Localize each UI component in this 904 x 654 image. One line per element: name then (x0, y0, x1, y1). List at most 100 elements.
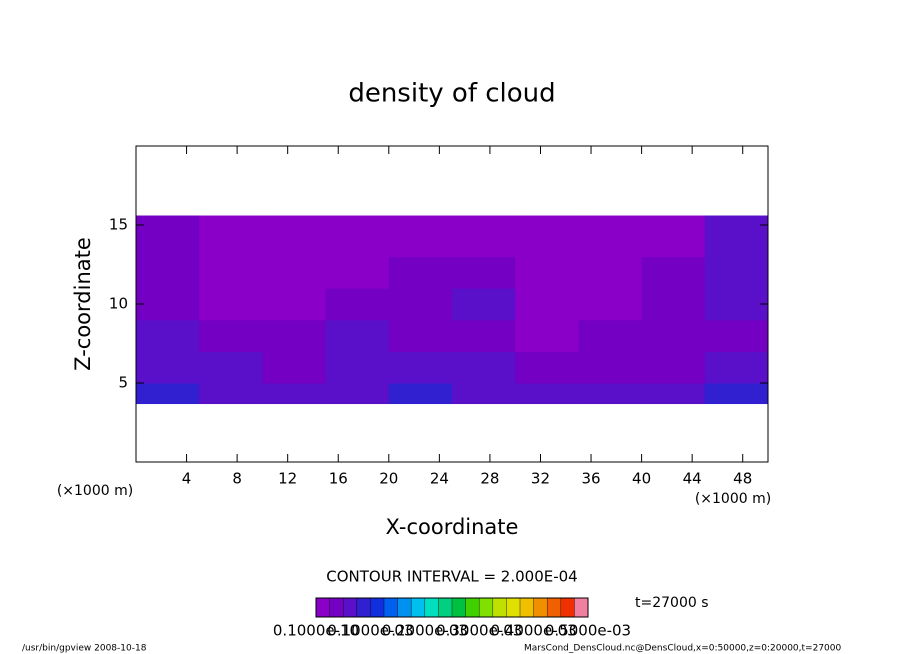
colorbar-cell (479, 598, 494, 617)
field-cell (641, 351, 706, 384)
field-cell (388, 319, 453, 352)
field-cell (199, 215, 263, 258)
field-cell (136, 351, 200, 384)
field-cell (578, 256, 643, 289)
x-tick-label: 44 (683, 470, 702, 488)
field-cell (388, 351, 453, 384)
field-cell (262, 351, 327, 384)
colorbar-cell (560, 598, 575, 617)
colorbar-cell (370, 598, 385, 617)
field-cell (136, 215, 200, 258)
chart-title: density of cloud (348, 79, 555, 109)
colorbar-cell (574, 598, 589, 617)
field-cell (515, 288, 579, 321)
x-tick-label: 16 (329, 470, 348, 488)
field-cell (325, 319, 390, 352)
field-cell (578, 383, 643, 405)
field-cell (262, 383, 327, 405)
field-cell (136, 256, 200, 289)
field-cell (452, 383, 516, 405)
x-tick-label: 24 (430, 470, 449, 488)
x-tick-label: 20 (379, 470, 398, 488)
field-cell (641, 319, 706, 352)
field-cell (262, 256, 327, 289)
field-cell (452, 288, 516, 321)
colorbar-cell (411, 598, 426, 617)
x-tick-label: 36 (581, 470, 600, 488)
field-cell (641, 215, 706, 258)
field-cell (325, 256, 390, 289)
field-cell (641, 383, 706, 405)
x-tick-label: 48 (733, 470, 752, 488)
x-axis-label: X-coordinate (386, 515, 519, 539)
field-cell (388, 215, 453, 258)
field-cell (515, 256, 579, 289)
colorbar-cell (329, 598, 344, 617)
colorbar-cell (547, 598, 562, 617)
contour-interval: CONTOUR INTERVAL = 2.000E-04 (326, 568, 577, 586)
field-cell (262, 288, 327, 321)
field-cell (704, 288, 769, 321)
x-tick-label: 8 (232, 470, 242, 488)
field-cell (515, 383, 579, 405)
y-axis-label: Z-coordinate (71, 237, 95, 371)
colorbar-cell (343, 598, 358, 617)
colorbar-frame (315, 597, 589, 618)
field-cell (388, 383, 453, 405)
field-cell (704, 351, 769, 384)
x-tick-label: 4 (182, 470, 192, 488)
field-cell (704, 319, 769, 352)
colorbar-cell (438, 598, 453, 617)
colorbar-tick-label: 0.2000e-03 (382, 622, 468, 640)
field-cell (199, 256, 263, 289)
field-cell (578, 288, 643, 321)
colorbar-cell (533, 598, 548, 617)
field-cell (641, 288, 706, 321)
colorbar-tick-label: 0.1000e-03 (327, 622, 413, 640)
y-tick-label: 15 (109, 216, 128, 234)
colorbar-cell (506, 598, 521, 617)
colorbar-cell (452, 598, 466, 617)
footer-right: MarsCond_DensCloud.nc@DensCloud,x=0:5000… (524, 644, 841, 654)
x-tick-label: 28 (480, 470, 499, 488)
colorbar-cell (356, 598, 371, 617)
field-cell (578, 351, 643, 384)
colorbar-cell (492, 598, 507, 617)
field-cell (262, 319, 327, 352)
field-cell (515, 319, 579, 352)
colorbar-tick-label: 0.3000e-03 (436, 622, 522, 640)
field-cell (578, 215, 643, 258)
x-tick-label: 32 (531, 470, 550, 488)
colorbar-cell (520, 598, 534, 617)
field-cell (199, 383, 263, 405)
colorbar-cell (424, 598, 439, 617)
field-cell (325, 351, 390, 384)
field-cell (515, 351, 579, 384)
x-tick-label: 12 (278, 470, 297, 488)
field-cell (136, 288, 200, 321)
field-cell (515, 215, 579, 258)
y-tick-label: 10 (109, 295, 128, 313)
field-cell (199, 319, 263, 352)
colorbar-cell (384, 598, 398, 617)
colorbar-tick-label: 0.5000e-03 (545, 622, 631, 640)
field-cell (388, 256, 453, 289)
x-tick-label: 40 (632, 470, 651, 488)
field-cell (262, 215, 327, 258)
field-cell (199, 288, 263, 321)
footer-left: /usr/bin/gpview 2008-10-18 (22, 644, 147, 654)
colorbar-cell (397, 598, 412, 617)
field-cell (136, 319, 200, 352)
colorbar-tick-label: 0.1000e-10 (273, 622, 359, 640)
field-cell (704, 383, 769, 405)
field-cell (641, 256, 706, 289)
field-cell (388, 288, 453, 321)
field-cell (136, 383, 200, 405)
x-unit-right: (×1000 m) (695, 491, 771, 507)
field-cell (452, 215, 516, 258)
field-cell (578, 319, 643, 352)
field-cell (452, 319, 516, 352)
field-cell (325, 215, 390, 258)
field-cell (199, 351, 263, 384)
